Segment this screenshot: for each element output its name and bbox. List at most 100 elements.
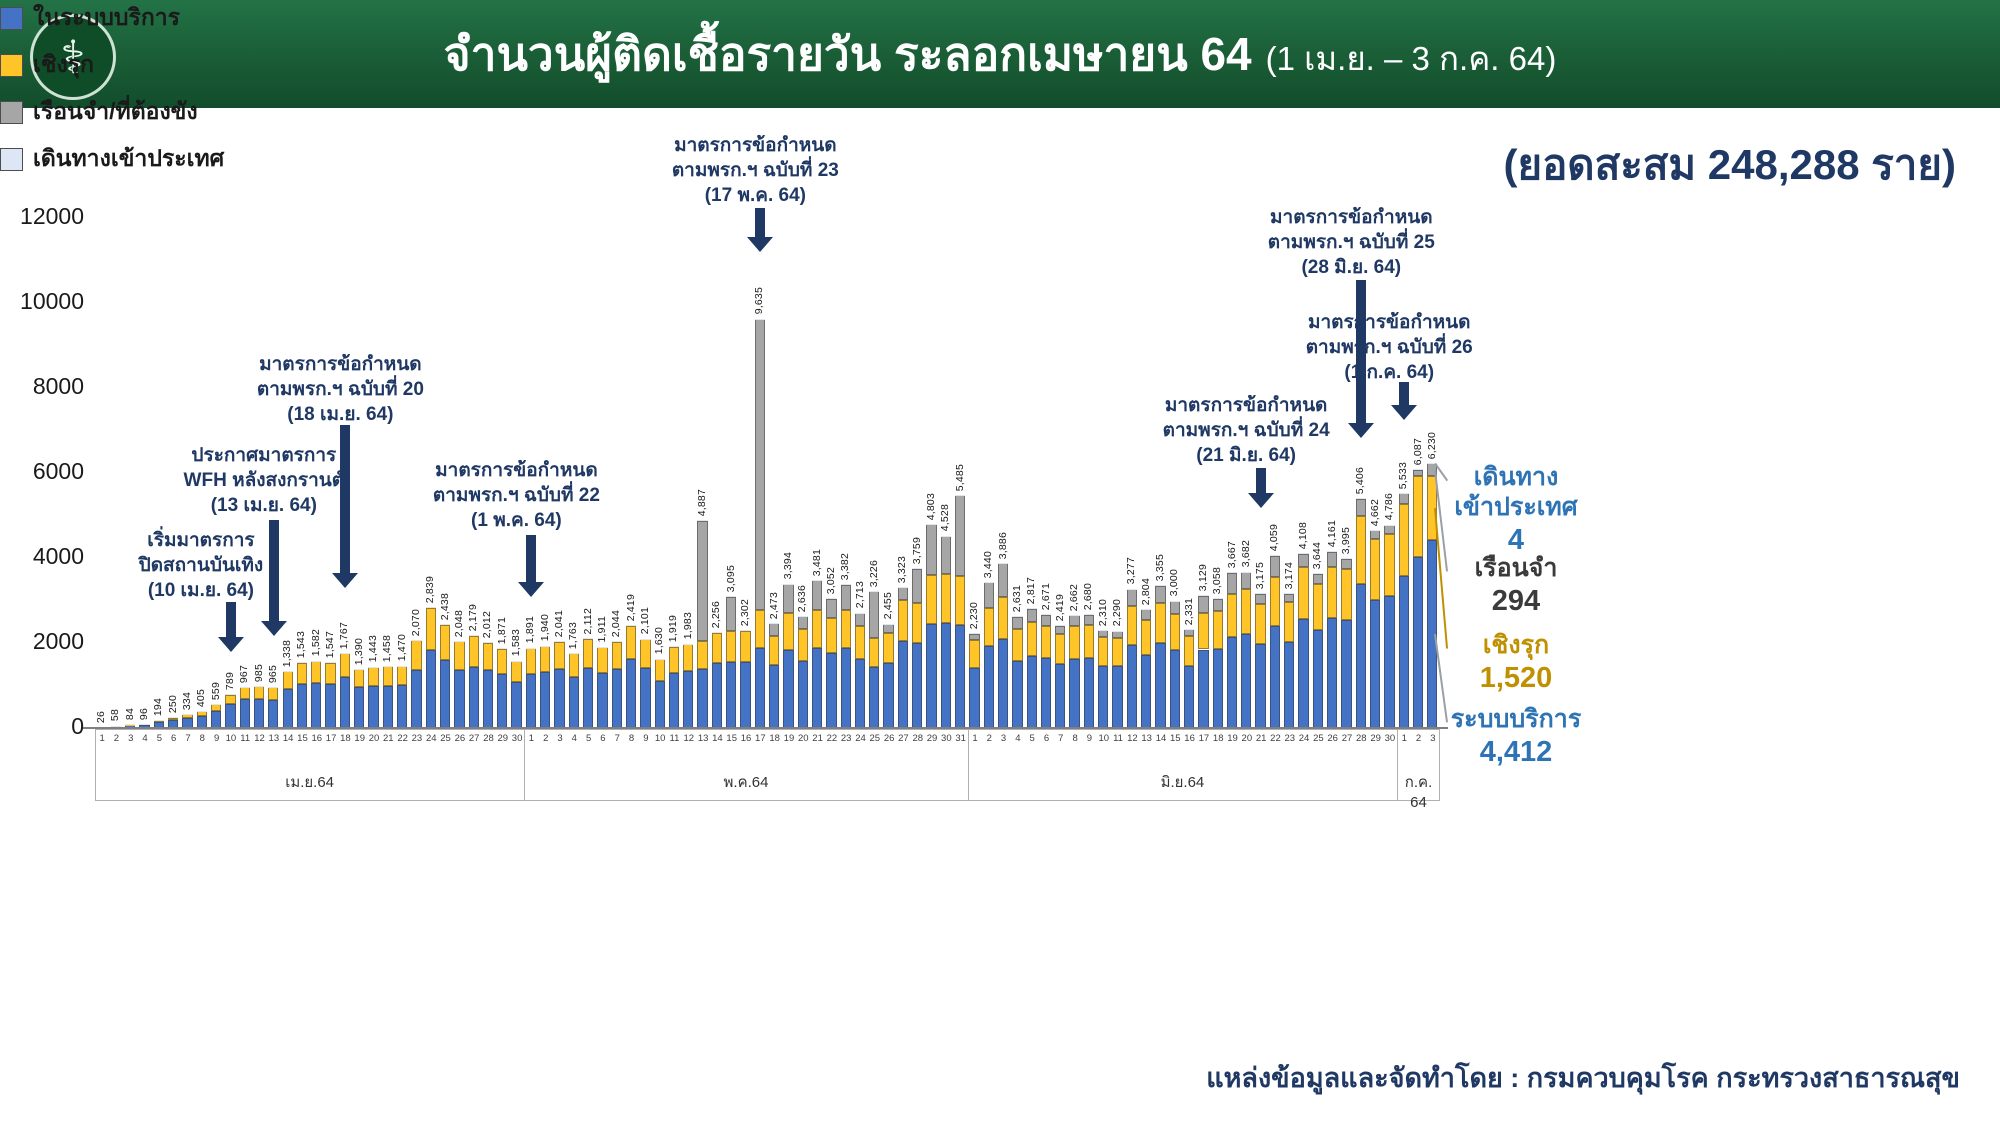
annotation-line: (1 ก.ค. 64) [1344,362,1435,383]
bar-segment-prison [1040,614,1052,626]
bar-segment-proactive [382,666,393,686]
bar-segment-proactive [640,639,651,668]
annotation-label: ประกาศมาตรการ WFH หลังสงกรานต์ (13 เม.ย. 6… [134,443,394,518]
bar-segment-arrival [640,638,651,640]
bar-segment-arrival [1141,608,1152,610]
bar-segment-proactive [854,625,866,659]
bar-segment-proactive [840,610,851,648]
x-axis-day-label: 31 [955,733,966,744]
bar-segment-prison [1155,585,1166,603]
summary-item: เรือนจำ 294 [1448,553,1584,620]
bar-segment-proactive [96,726,107,728]
bar-value-label: 2,455 [882,592,895,620]
bar-segment-arrival [783,583,794,585]
bar-segment-arrival [1226,572,1238,573]
bar-segment-service [811,647,823,728]
bar-segment-proactive [883,632,894,664]
bar-segment-arrival [225,694,236,696]
x-axis-day-label: 30 [511,733,523,744]
summary-item: ระบบบริการ 4,412 [1448,704,1584,771]
x-axis-day-label: 8 [628,733,635,744]
caduceus-icon: ⚕ [60,31,86,83]
bar-segment-service [1169,650,1180,728]
bar-segment-proactive [282,671,293,690]
bar-value-label: 1,911 [595,616,608,643]
bar-value-label: 967 [238,664,251,683]
bar-segment-arrival [439,624,451,625]
bar-value-label: 1,891 [524,616,537,644]
bar-segment-proactive [769,636,780,666]
x-axis-day-label: 17 [755,733,766,744]
bar-segment-prison [1398,493,1409,505]
y-axis-tick-label: 2000 [32,628,84,654]
x-axis-day-label: 1 [528,733,535,744]
bar-segment-service [325,683,336,728]
x-axis-day-label: 23 [840,733,852,744]
bar-segment-proactive [497,648,508,675]
bar-value-label: 2,041 [553,609,566,638]
bar-segment-arrival [1012,616,1023,617]
bar-segment-service [139,725,150,728]
bar-value-label: 3,886 [996,531,1009,559]
bar-segment-prison [1112,631,1123,638]
bar-segment-arrival [811,580,823,581]
annotation-line: มาตรการข้อกำหนด [674,135,837,156]
bar-segment-arrival [797,615,808,617]
annotation-line: ตามพรก.ฯ ฉบับที่ 20 [256,379,424,400]
legend-swatch-icon [0,147,23,171]
bar-value-label: 4,786 [1382,493,1395,521]
annotation-label: มาตรการข้อกำหนด ตามพรก.ฯ ฉบับที่ 22 (1 พ.ค… [386,458,646,533]
bar-segment-arrival [1241,571,1252,573]
bar-segment-service [769,665,780,728]
annotation-arrow-stem [268,520,279,622]
bar-segment-arrival [339,652,351,654]
x-axis-day-label: 10 [654,733,666,744]
x-axis-day-label: 14 [712,733,723,744]
bar-segment-proactive [811,610,823,648]
month-label: ก.ค. 64 [1404,774,1433,811]
bar-segment-arrival [311,660,322,662]
bar-value-label: 4,528 [939,504,952,532]
bar-segment-proactive [1155,602,1166,643]
annotation-arrow-head-icon [1348,423,1375,438]
bar-value-label: 2,473 [767,591,780,619]
x-axis-day-label: 3 [1430,733,1436,744]
bar-value-label: 6,087 [1411,438,1424,466]
bar-value-label: 334 [181,691,193,710]
x-axis-day-label: 6 [600,733,606,744]
x-axis-day-label: 20 [797,733,809,744]
bar-segment-service [654,681,665,728]
x-axis-day-label: 20 [1241,733,1253,744]
bar-segment-proactive [1055,634,1066,665]
annotation-arrow-head-icon [1391,405,1418,420]
bar-segment-arrival [1040,614,1052,616]
bar-segment-prison [1298,553,1309,567]
x-axis-day-label: 15 [1169,733,1181,744]
bar-value-label: 2,817 [1025,577,1038,605]
bar-segment-prison [912,568,923,603]
bar-value-label: 6,230 [1425,431,1438,460]
x-axis-day-label: 12 [1127,733,1138,744]
bar-segment-proactive [1312,584,1324,631]
bar-segment-service [797,660,808,728]
annotation-arrow-head-icon [1248,493,1275,508]
bar-segment-service [396,685,408,728]
x-axis-day-label: 27 [1341,733,1353,744]
x-axis-day-label: 13 [1141,733,1152,744]
x-axis-day-label: 29 [497,733,509,744]
bar-segment-arrival [497,648,508,650]
x-axis-day-label: 2 [543,733,549,744]
bar-segment-arrival [196,710,207,712]
x-axis-day-label: 6 [171,733,177,744]
bar-segment-arrival [411,640,422,641]
bar-segment-service [869,666,880,728]
bar-segment-proactive [1241,589,1252,634]
bar-segment-proactive [783,613,794,650]
bar-value-label: 2,256 [710,600,723,629]
bar-segment-arrival [754,318,765,320]
bar-segment-service [1327,618,1338,728]
bar-segment-arrival [282,671,293,672]
bar-segment-proactive [926,575,937,625]
bar-segment-proactive [225,694,236,705]
x-axis-day-label: 25 [869,733,881,744]
